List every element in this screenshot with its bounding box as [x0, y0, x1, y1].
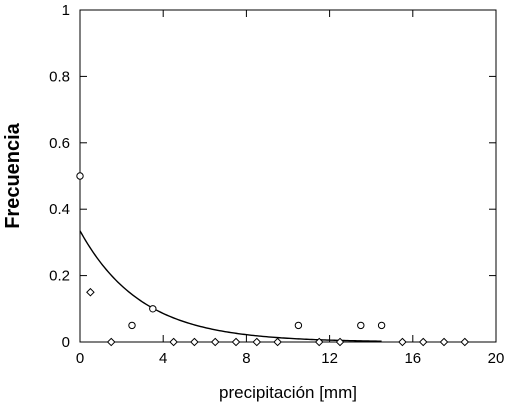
y-tick-label: 0.8: [49, 68, 70, 85]
data-point-circle: [149, 305, 157, 313]
data-point-diamond: [190, 337, 199, 347]
data-point-diamond: [273, 337, 282, 347]
x-tick-label: 0: [76, 350, 84, 367]
data-point-diamond: [335, 337, 345, 347]
data-point-diamond: [106, 337, 116, 347]
data-point-diamond: [169, 337, 178, 347]
data-point-diamond: [314, 337, 324, 347]
x-tick-label: 8: [242, 350, 250, 367]
x-tick-label: 16: [404, 350, 421, 367]
fit-curve-layer: [79, 230, 382, 342]
y-tick-label: 0.2: [49, 268, 70, 285]
data-point-circle: [294, 321, 303, 330]
y-axis-label: Frecuencia: [2, 122, 24, 228]
data-point-circle: [128, 321, 136, 330]
y-tick-label: 0.6: [49, 135, 70, 152]
data-point-diamond: [439, 337, 449, 347]
data-point-diamond: [398, 337, 407, 347]
exponential-fit-curve: [79, 230, 382, 342]
data-point-diamond: [252, 337, 262, 347]
data-point-diamond: [210, 337, 220, 347]
data-point-diamond: [460, 337, 470, 347]
y-tick-label: 0: [62, 334, 70, 351]
x-tick-label: 4: [159, 350, 167, 367]
data-point-circle: [377, 321, 386, 330]
y-tick-label: 0.4: [49, 201, 70, 218]
y-tick-label: 1: [62, 2, 70, 19]
data-point-diamond: [418, 337, 428, 347]
x-axis-label: precipitación [mm]: [219, 383, 357, 402]
axis-ticks: 0 4 8 12 16 20 0 0.2 0.4 0.6 0.8 1: [49, 2, 504, 367]
data-points-layer: [76, 172, 470, 347]
x-tick-label: 12: [321, 350, 338, 367]
x-tick-label: 20: [488, 350, 505, 367]
data-point-diamond: [86, 287, 95, 297]
plot-area: [79, 9, 497, 343]
data-point-circle: [76, 172, 84, 180]
data-point-circle: [357, 321, 365, 330]
data-point-diamond: [231, 337, 241, 347]
